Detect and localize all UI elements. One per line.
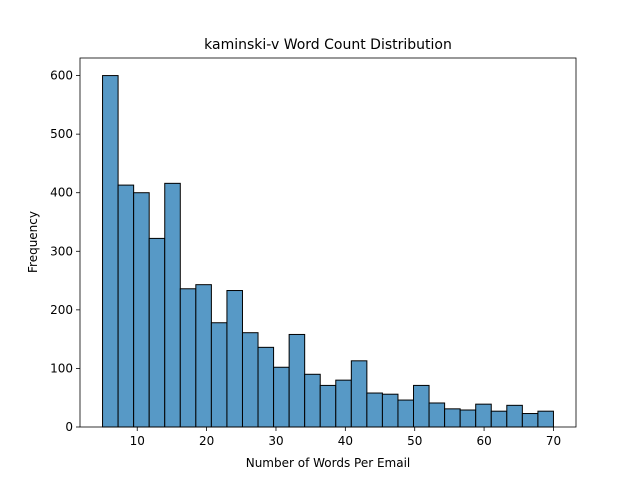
bar <box>257 346 275 428</box>
x-tick-label: 60 <box>476 434 491 448</box>
bar <box>397 399 415 428</box>
chart-title: kaminski-v Word Count Distribution <box>204 37 452 53</box>
bar <box>102 75 119 428</box>
bar <box>195 284 212 428</box>
bar <box>428 402 446 428</box>
x-axis-label: Number of Words Per Email <box>246 456 411 470</box>
bar <box>288 333 306 428</box>
bar <box>350 360 368 428</box>
bar <box>210 322 228 428</box>
bar <box>148 237 166 428</box>
bar <box>521 413 539 428</box>
bar <box>381 393 399 428</box>
bar <box>335 379 352 428</box>
bar <box>133 192 150 428</box>
bar <box>164 182 181 428</box>
y-tick-label: 0 <box>65 420 73 434</box>
bar <box>241 332 259 428</box>
x-tick-label: 70 <box>546 434 561 448</box>
x-tick-label: 30 <box>268 434 283 448</box>
y-tick-label: 500 <box>50 127 73 141</box>
bar <box>304 373 321 428</box>
bar <box>319 384 337 428</box>
bar <box>459 409 477 428</box>
x-tick-label: 40 <box>338 434 353 448</box>
x-tick-label: 20 <box>199 434 214 448</box>
y-tick-label: 300 <box>50 244 73 258</box>
bar <box>273 366 290 428</box>
bar <box>366 392 383 428</box>
y-tick-label: 100 <box>50 361 73 375</box>
bar <box>475 403 492 428</box>
y-axis-label: Frequency <box>26 211 40 273</box>
bar <box>490 410 508 428</box>
bar <box>444 408 461 428</box>
x-tick-label: 10 <box>130 434 145 448</box>
bar <box>179 288 197 428</box>
y-tick-label: 600 <box>50 69 73 83</box>
x-tick-label: 50 <box>407 434 422 448</box>
bar <box>537 410 554 428</box>
y-tick-label: 400 <box>50 186 73 200</box>
plot-frame <box>79 57 577 428</box>
y-tick-label: 200 <box>50 303 73 317</box>
bar <box>117 184 135 428</box>
bar <box>413 384 430 428</box>
bar <box>506 404 523 428</box>
bar <box>226 290 243 428</box>
